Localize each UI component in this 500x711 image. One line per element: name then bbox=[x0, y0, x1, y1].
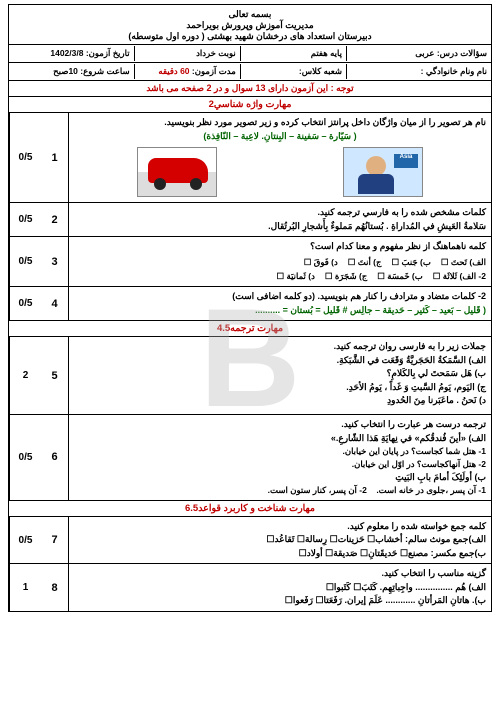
q7-num: 7 bbox=[41, 517, 69, 564]
question-5: جملات زیر را به فارسی روان ترجمه کنید. ا… bbox=[9, 336, 491, 414]
q6-a2[interactable]: 2- هتل آنهاکجاست؟ در اوّل این خیابان. bbox=[352, 459, 486, 469]
q8-score: 1 bbox=[9, 564, 41, 611]
q6-score: 0/5 bbox=[9, 415, 41, 500]
q3-score: 0/5 bbox=[9, 237, 41, 286]
q5-num: 5 bbox=[41, 337, 69, 414]
info-row-1: سؤالات درس: عربی پایه هفتم نوبت خرداد تا… bbox=[9, 44, 491, 62]
q7-b[interactable]: ب)جمع مكسر: مصنع☐ حَديقَتانِ☐ صَديقة☐ أو… bbox=[74, 547, 486, 561]
date-value: 1402/3/8 bbox=[50, 48, 83, 58]
exam-page: بسمه تعالی مدیریت آموزش وپرورش بویراحمد … bbox=[8, 4, 492, 612]
name-label: نام ونام خانوادگي : bbox=[346, 64, 491, 79]
q4-score: 0/5 bbox=[9, 287, 41, 320]
q3-2b[interactable]: ب) خَمسَة bbox=[377, 270, 423, 283]
q2-text: كلمات مشخص شده را به فارسي ترجمه كنيد. bbox=[74, 206, 486, 220]
q3-row2: 2- الف) ثَلاثَة ب) خَمسَة ج) شَجَرَة د) … bbox=[74, 270, 486, 283]
class-label: شعبه کلاس: bbox=[240, 64, 346, 79]
start-label: ساعت شروع: bbox=[80, 66, 129, 76]
q3-text: كلمه ناهماهنگ از نظر مفهوم و معنا كدام ا… bbox=[74, 240, 486, 254]
q2-sentence: سَلامةُ العَيشِ في المُداراةِ . بُستانُه… bbox=[74, 220, 486, 234]
term: نوبت خرداد bbox=[134, 46, 240, 61]
skill-2: مهارت ترجمه4.5 bbox=[9, 320, 491, 336]
question-4: 2- كلمات متضاد و مترادف را كنار هم بنويس… bbox=[9, 286, 491, 320]
duration-value: 60 دقیقه bbox=[158, 66, 189, 76]
bismillah: بسمه تعالی bbox=[9, 7, 491, 20]
q6-a1[interactable]: 1- هتل شما کجاست؟ در پایان این خیابان. bbox=[342, 446, 486, 456]
q8-b[interactable]: ب). هاتانِ المَرأتانِ ............ عَلَم… bbox=[74, 594, 486, 608]
q4-text: 2- كلمات متضاد و مترادف را كنار هم بنويس… bbox=[74, 290, 486, 304]
q1-image-car bbox=[137, 147, 217, 197]
q5-score: 2 bbox=[9, 337, 41, 414]
q3-2a[interactable]: 2- الف) ثَلاثَة bbox=[433, 270, 486, 283]
q1-score: 0/5 bbox=[9, 113, 41, 202]
q3-num: 3 bbox=[41, 237, 69, 286]
q7-lead: کلمه جمع خواسته شده را معلوم کنید. bbox=[74, 520, 486, 534]
notice: توجه : این آزمون دارای 13 سوال و در 2 صف… bbox=[9, 80, 491, 96]
q4-paren: ( قَليل – بَعيد – كَثير – حَديقة – جالِس… bbox=[74, 304, 486, 318]
q2-score: 0/5 bbox=[9, 203, 41, 236]
q2-num: 2 bbox=[41, 203, 69, 236]
subject-value: عربی bbox=[415, 48, 434, 58]
question-8: گزینه مناسب را انتخاب کنید. الف) هُم ...… bbox=[9, 563, 491, 611]
duration-label: مدت آزمون: bbox=[192, 66, 236, 76]
q8-num: 8 bbox=[41, 564, 69, 611]
skill-3: مهارت شناخت و كاربرد قواعد6.5 bbox=[9, 500, 491, 516]
header-block: بسمه تعالی مدیریت آموزش وپرورش بویراحمد … bbox=[9, 5, 491, 44]
question-2: كلمات مشخص شده را به فارسي ترجمه كنيد. س… bbox=[9, 202, 491, 236]
q4-num: 4 bbox=[41, 287, 69, 320]
q6-b2[interactable]: 2- آن پسر، کنار ستون است. bbox=[268, 485, 367, 495]
start-value: 10صبح bbox=[53, 66, 78, 76]
q5-d: د) نَحنُ . ماعَبَرنا مِنَ الحُدودِ bbox=[74, 394, 486, 408]
q5-c: ج) اليَوم، يَومُ السَّبتِ وَ غَداً ، يَو… bbox=[74, 381, 486, 395]
q6-bq: ب) أولَئِکَ أمامَ بابِ البَيتِ bbox=[74, 471, 486, 485]
q1-image-speaker: Asia bbox=[343, 147, 423, 197]
q5-b: ب) هَل سَمَحتَ لي بِالکَلامِ؟ bbox=[74, 367, 486, 381]
q6-num: 6 bbox=[41, 415, 69, 500]
q3-1a[interactable]: الف) تَحتَ bbox=[441, 256, 486, 269]
question-3: كلمه ناهماهنگ از نظر مفهوم و معنا كدام ا… bbox=[9, 236, 491, 286]
q3-1b[interactable]: ب) جَنبَ bbox=[392, 256, 431, 269]
q3-1c[interactable]: ج) أنتَ bbox=[348, 256, 382, 269]
skill-1: مهارت واژه شناسي2 bbox=[9, 96, 491, 112]
question-7: کلمه جمع خواسته شده را معلوم کنید. الف)ج… bbox=[9, 516, 491, 564]
q8-lead: گزینه مناسب را انتخاب کنید. bbox=[74, 567, 486, 581]
info-row-2: نام ونام خانوادگي : شعبه کلاس: مدت آزمون… bbox=[9, 62, 491, 80]
q7-score: 0/5 bbox=[9, 517, 41, 564]
q1-options: ( سَيّارة – سَفينة – البِنتانِ. لاعِبة –… bbox=[74, 130, 486, 144]
q6-lead: ترجمه درست هر عبارت را انتخاب کنید. bbox=[74, 418, 486, 432]
q7-a[interactable]: الف)جمع مونث سالم: أخشاب☐ حَزينات☐ رِسال… bbox=[74, 533, 486, 547]
q8-a[interactable]: الف) هُم ............... واجِباتِهِم. كَ… bbox=[74, 581, 486, 595]
question-1: نام هر تصویر را از میان واژگان داخل پران… bbox=[9, 112, 491, 202]
org-name: مدیریت آموزش وپرورش بویراحمد bbox=[9, 20, 491, 31]
q5-a: الف) السَّمَکةُ الحَجَریَّةُ وَقَعَت في … bbox=[74, 354, 486, 368]
q3-row1: الف) تَحتَ ب) جَنبَ ج) أنتَ د) فَوقَ bbox=[74, 256, 486, 269]
subject-label: سؤالات درس: bbox=[437, 48, 487, 58]
date-label: تاریخ آزمون: bbox=[86, 48, 130, 58]
q1-num: 1 bbox=[41, 113, 69, 202]
q6-aq: الف) «أينَ فُندقُكم» في نِهايَةِ هَذا ال… bbox=[74, 432, 486, 446]
q3-2c[interactable]: ج) شَجَرَة bbox=[325, 270, 367, 283]
q1-text: نام هر تصویر را از میان واژگان داخل پران… bbox=[74, 116, 486, 130]
q6-b1[interactable]: 1- آن پسر ،جلوی در خانه است. bbox=[376, 485, 486, 495]
grade: پایه هفتم bbox=[240, 46, 346, 61]
school-name: دبیرستان استعداد های درخشان شهید بهشتی (… bbox=[9, 31, 491, 42]
q3-1d[interactable]: د) فَوقَ bbox=[304, 256, 338, 269]
q3-2d[interactable]: د) ثَمانيَة bbox=[277, 270, 315, 283]
q5-lead: جملات زیر را به فارسی روان ترجمه کنید. bbox=[74, 340, 486, 354]
question-6: ترجمه درست هر عبارت را انتخاب کنید. الف)… bbox=[9, 414, 491, 500]
